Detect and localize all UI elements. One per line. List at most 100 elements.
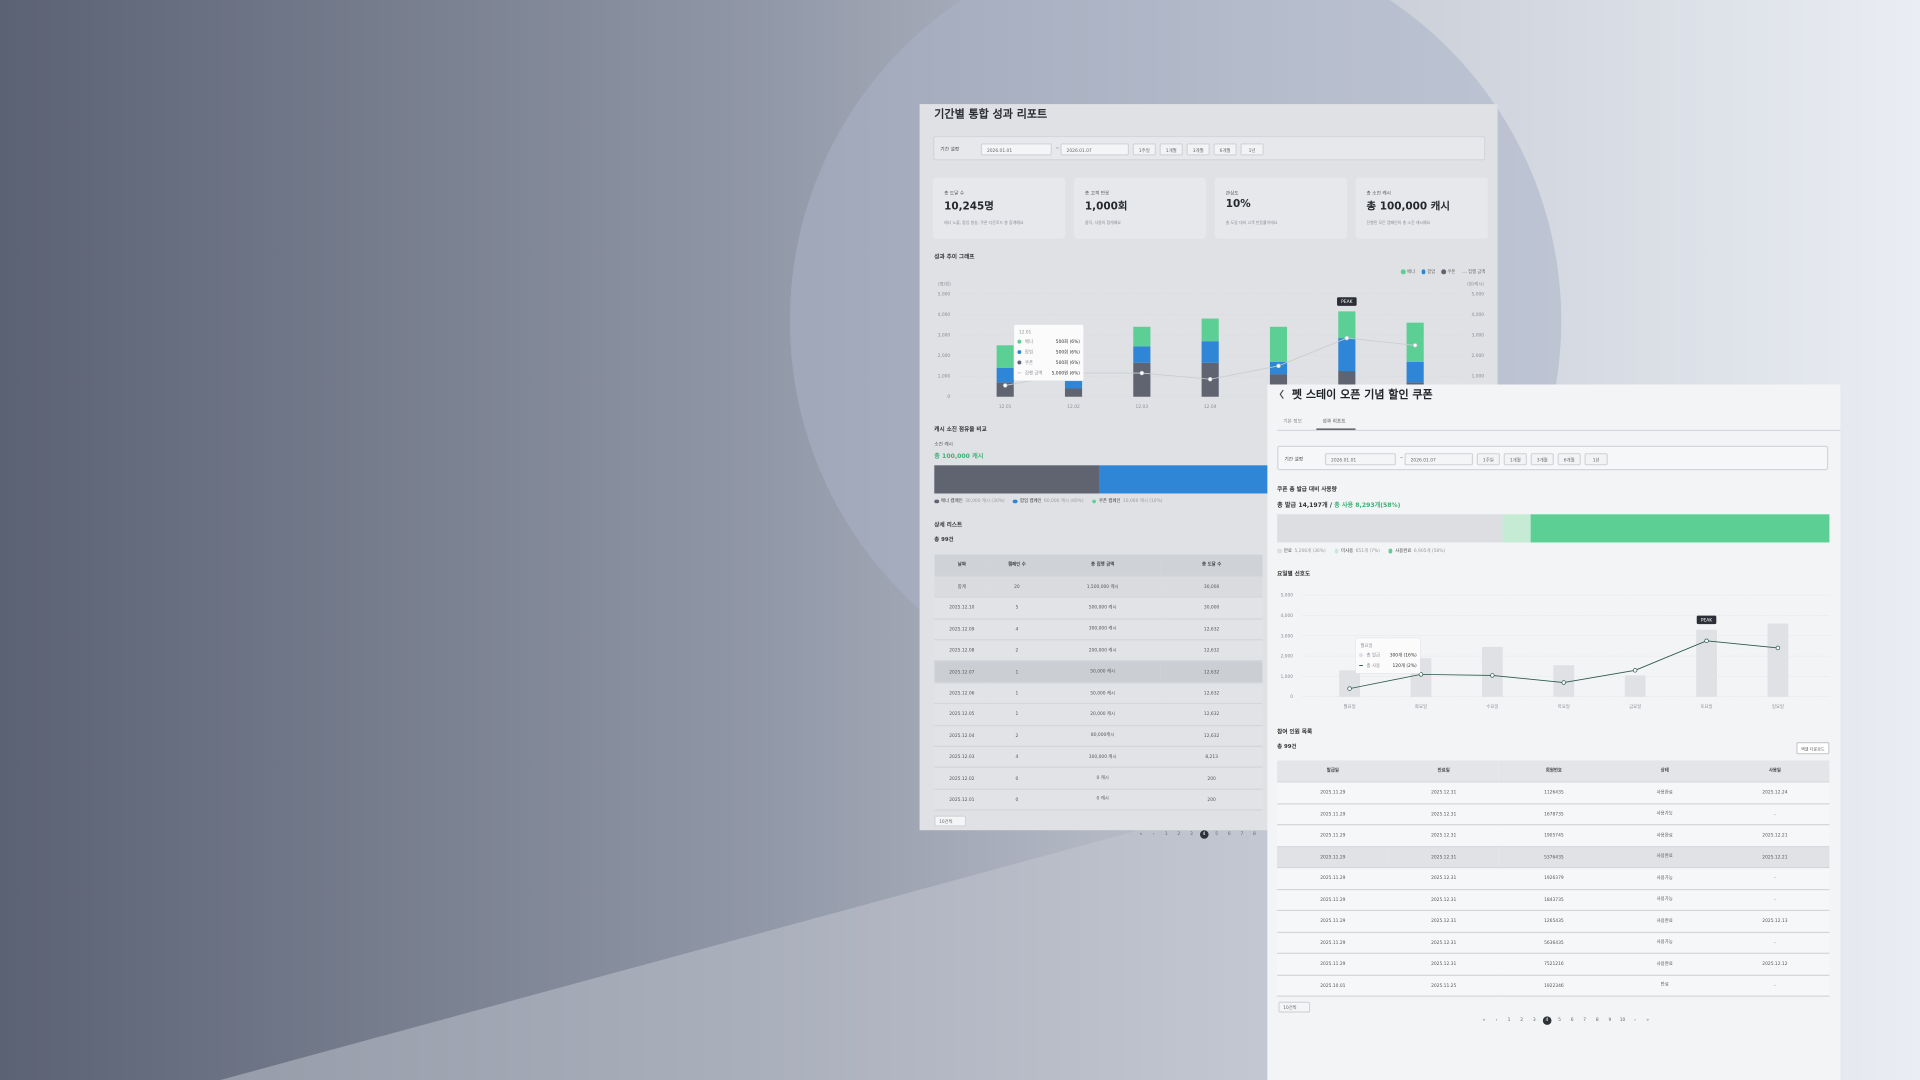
share-segment bbox=[1502, 514, 1531, 543]
filter-bar: 기간 설정 2026.01.01 ~2026.01.07 1주일 1개월 3개월 6개월 1년 bbox=[933, 135, 1486, 161]
table-cell: 2025.11.25 bbox=[1388, 974, 1499, 997]
y-tick-label: 0 bbox=[947, 394, 950, 400]
column-header[interactable]: 만료일 bbox=[1388, 760, 1499, 783]
page-button[interactable]: 7 bbox=[1240, 831, 1244, 837]
tooltip-key bbox=[1017, 360, 1022, 365]
tab[interactable]: 기본 정보 bbox=[1283, 417, 1302, 424]
back-button[interactable] bbox=[1278, 388, 1285, 400]
range-button[interactable]: 6개월 bbox=[1557, 453, 1581, 466]
line-point bbox=[1207, 377, 1213, 382]
page-button[interactable]: 10 bbox=[1619, 1017, 1626, 1023]
end-date[interactable]: 2026.01.07 bbox=[1060, 143, 1129, 156]
table-cell: 2025.12.31 bbox=[1388, 824, 1499, 847]
page-button[interactable]: 8 bbox=[1595, 1017, 1599, 1023]
page-button[interactable]: 4 bbox=[1542, 1016, 1552, 1025]
section-title: 쿠폰 총 발급 대비 사용량 bbox=[1277, 487, 1337, 494]
table-cell: 사용가능 bbox=[1608, 803, 1721, 826]
page-button[interactable]: « bbox=[1482, 1017, 1486, 1023]
kpi-value: 10,245명 bbox=[944, 200, 994, 214]
page-button[interactable]: ‹ bbox=[1495, 1017, 1498, 1023]
page-button[interactable]: « bbox=[1139, 831, 1143, 837]
page-button[interactable]: 7 bbox=[1583, 1017, 1587, 1023]
page-button[interactable]: 6 bbox=[1227, 831, 1231, 837]
tooltip-key bbox=[1017, 350, 1022, 355]
page-button[interactable]: 4 bbox=[1199, 830, 1209, 839]
table-cell: 사용가능 bbox=[1608, 931, 1721, 954]
date-separator: ~ bbox=[1055, 145, 1060, 151]
download-button[interactable]: 엑셀 다운로드 bbox=[1796, 742, 1830, 755]
range-button[interactable]: 1개월 bbox=[1503, 453, 1527, 466]
range-button[interactable]: 1년 bbox=[1240, 143, 1264, 156]
table-cell: 2025.12.05 bbox=[934, 703, 990, 726]
range-button[interactable]: 1개월 bbox=[1159, 143, 1183, 156]
column-header[interactable]: 총 집행 금액 bbox=[1044, 554, 1161, 577]
column-header[interactable]: 날짜 bbox=[934, 554, 990, 577]
table-cell: 8,213 bbox=[1160, 746, 1263, 769]
bar bbox=[1696, 629, 1717, 697]
page-button[interactable]: 3 bbox=[1190, 831, 1193, 837]
page-size[interactable]: 10건씩 bbox=[1278, 1001, 1311, 1013]
table-cell: 0 bbox=[989, 767, 1045, 790]
page-button[interactable]: 5 bbox=[1215, 831, 1219, 837]
page-button[interactable]: ‹ bbox=[1152, 831, 1155, 837]
end-date[interactable]: 2026.01.07 bbox=[1404, 453, 1474, 466]
tooltip bbox=[1013, 324, 1084, 382]
page-button[interactable]: 6 bbox=[1570, 1017, 1574, 1023]
legend-name: 사용완료 bbox=[1395, 547, 1412, 553]
column-header[interactable]: 상태 bbox=[1608, 760, 1721, 783]
column-header[interactable]: 캠페인 수 bbox=[989, 554, 1045, 577]
range-button[interactable]: 1주일 bbox=[1132, 143, 1156, 156]
bar bbox=[1406, 322, 1424, 362]
page-button[interactable]: › bbox=[1634, 1017, 1637, 1023]
range-button[interactable]: 1년 bbox=[1584, 453, 1608, 466]
column-header[interactable]: 사용일 bbox=[1720, 760, 1830, 783]
y2-axis-label: (원/캐시) bbox=[1467, 281, 1484, 288]
table-cell: 2025.12.06 bbox=[934, 682, 990, 705]
table-cell: 4 bbox=[989, 746, 1045, 769]
range-button[interactable]: 3개월 bbox=[1530, 453, 1554, 466]
table-cell: 2025.12.01 bbox=[934, 788, 990, 811]
table-cell: 200,000 캐시 bbox=[1044, 639, 1161, 662]
column-header[interactable]: 회원번호 bbox=[1498, 760, 1609, 783]
x-tick-label: 12.01 bbox=[999, 404, 1012, 410]
share-total: 총 100,000 캐시 bbox=[934, 453, 984, 461]
legend-name: 쿠폰 캠페인 bbox=[1098, 498, 1121, 504]
range-button[interactable]: 6개월 bbox=[1213, 143, 1237, 156]
table-cell: 12,632 bbox=[1160, 661, 1263, 684]
tab[interactable]: 성과 리포트 bbox=[1322, 417, 1346, 424]
table-row: 2025.12.10 5 500,000 캐시 30,000 bbox=[934, 597, 1263, 620]
table-cell: 2025.12.13 bbox=[1720, 910, 1830, 933]
start-date[interactable]: 2026.01.01 bbox=[1324, 453, 1396, 466]
range-button[interactable]: 1주일 bbox=[1476, 453, 1501, 466]
page-button[interactable]: » bbox=[1646, 1017, 1650, 1023]
table-cell: 2025.12.09 bbox=[934, 618, 990, 641]
page-button[interactable]: 2 bbox=[1520, 1017, 1524, 1023]
page-button[interactable]: 2 bbox=[1177, 831, 1181, 837]
bar bbox=[1338, 338, 1356, 372]
tooltip-title: 월요일 bbox=[1360, 642, 1372, 649]
table-cell: 2025.12.10 bbox=[934, 597, 990, 620]
column-header[interactable]: 총 도달 수 bbox=[1160, 554, 1263, 577]
range-button[interactable]: 3개월 bbox=[1186, 143, 1210, 156]
tooltip bbox=[1355, 637, 1421, 674]
start-date[interactable]: 2026.01.01 bbox=[980, 143, 1052, 156]
page-button[interactable]: 1 bbox=[1164, 831, 1168, 837]
page-size[interactable]: 10건씩 bbox=[934, 815, 967, 827]
table-cell: 2 bbox=[989, 639, 1045, 662]
y2-tick-label: 4,000 bbox=[1472, 312, 1485, 318]
page-title: 펫 스테이 오픈 기념 할인 쿠폰 bbox=[1291, 389, 1433, 402]
page-button[interactable]: 8 bbox=[1253, 831, 1256, 837]
page-button[interactable]: 9 bbox=[1608, 1017, 1612, 1023]
page-button[interactable]: 1 bbox=[1507, 1017, 1511, 1023]
column-header[interactable]: 발급일 bbox=[1277, 760, 1389, 783]
table-cell: 1905745 bbox=[1498, 824, 1609, 847]
page-button[interactable]: 5 bbox=[1558, 1017, 1561, 1023]
legend-item: 팝업 캠페인 60,000 캐시 (60%) bbox=[1013, 498, 1084, 504]
table-cell: 500,000 캐시 bbox=[1044, 597, 1161, 620]
table-cell: 2025.11.29 bbox=[1277, 910, 1389, 933]
page-button[interactable]: 3 bbox=[1532, 1017, 1536, 1023]
table-cell: 2025.11.29 bbox=[1277, 888, 1389, 912]
table-cell: 1 bbox=[989, 703, 1045, 726]
